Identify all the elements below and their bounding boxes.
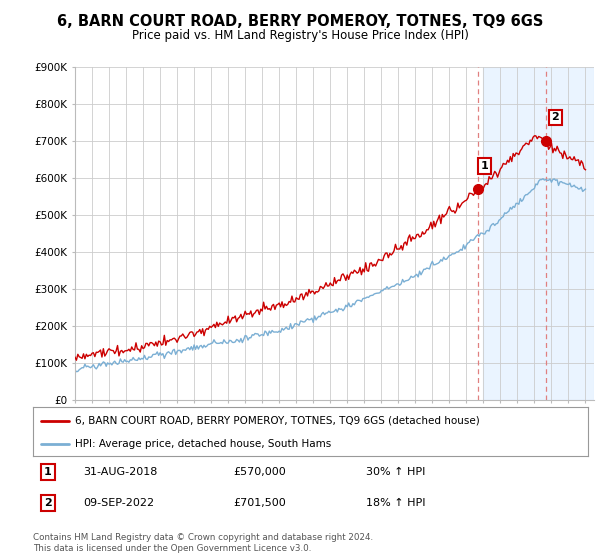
Text: 18% ↑ HPI: 18% ↑ HPI (366, 498, 425, 508)
Text: 6, BARN COURT ROAD, BERRY POMEROY, TOTNES, TQ9 6GS (detached house): 6, BARN COURT ROAD, BERRY POMEROY, TOTNE… (74, 416, 479, 426)
Text: 2: 2 (44, 498, 52, 508)
Text: Price paid vs. HM Land Registry's House Price Index (HPI): Price paid vs. HM Land Registry's House … (131, 29, 469, 42)
Text: 31-AUG-2018: 31-AUG-2018 (83, 467, 157, 477)
Text: 6, BARN COURT ROAD, BERRY POMEROY, TOTNES, TQ9 6GS: 6, BARN COURT ROAD, BERRY POMEROY, TOTNE… (57, 14, 543, 29)
Bar (484, 67, 594, 400)
Text: 09-SEP-2022: 09-SEP-2022 (83, 498, 154, 508)
Text: 1: 1 (44, 467, 52, 477)
Text: £701,500: £701,500 (233, 498, 286, 508)
Text: 1: 1 (481, 161, 488, 171)
Text: 2: 2 (551, 113, 559, 122)
Text: 30% ↑ HPI: 30% ↑ HPI (366, 467, 425, 477)
Text: Contains HM Land Registry data © Crown copyright and database right 2024.
This d: Contains HM Land Registry data © Crown c… (33, 533, 373, 553)
Text: £570,000: £570,000 (233, 467, 286, 477)
Text: HPI: Average price, detached house, South Hams: HPI: Average price, detached house, Sout… (74, 439, 331, 449)
